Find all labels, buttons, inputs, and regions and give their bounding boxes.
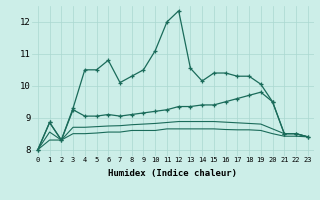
X-axis label: Humidex (Indice chaleur): Humidex (Indice chaleur) [108,169,237,178]
